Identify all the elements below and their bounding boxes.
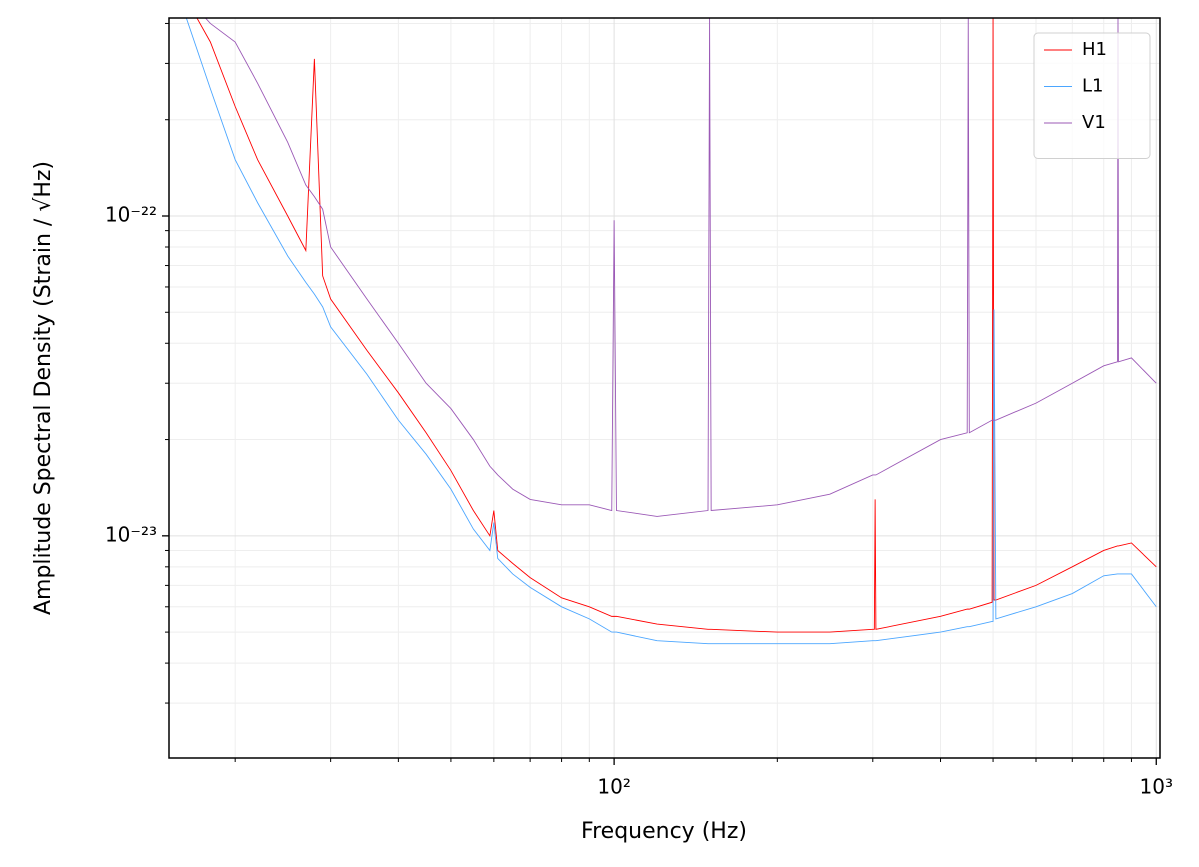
- series-line: [204, 18, 1157, 517]
- x-tick-label: 10²: [597, 775, 630, 799]
- legend-box: [1033, 32, 1151, 159]
- legend-label: L1: [1082, 76, 1103, 97]
- x-axis-label: Frequency (Hz): [581, 819, 747, 844]
- x-tick-label: 10³: [1140, 775, 1173, 799]
- plot-frame: [168, 17, 1161, 759]
- series-line: [185, 18, 1157, 645]
- y-tick-label: 10⁻²²: [105, 203, 157, 227]
- legend-label: H1: [1082, 39, 1107, 60]
- series-line: [196, 18, 1157, 633]
- plot-area: [185, 18, 1157, 645]
- y-axis-label: Amplitude Spectral Density (Strain / √Hz…: [31, 161, 56, 615]
- legend-label: V1: [1082, 112, 1106, 133]
- y-tick-label: 10⁻²³: [105, 522, 157, 546]
